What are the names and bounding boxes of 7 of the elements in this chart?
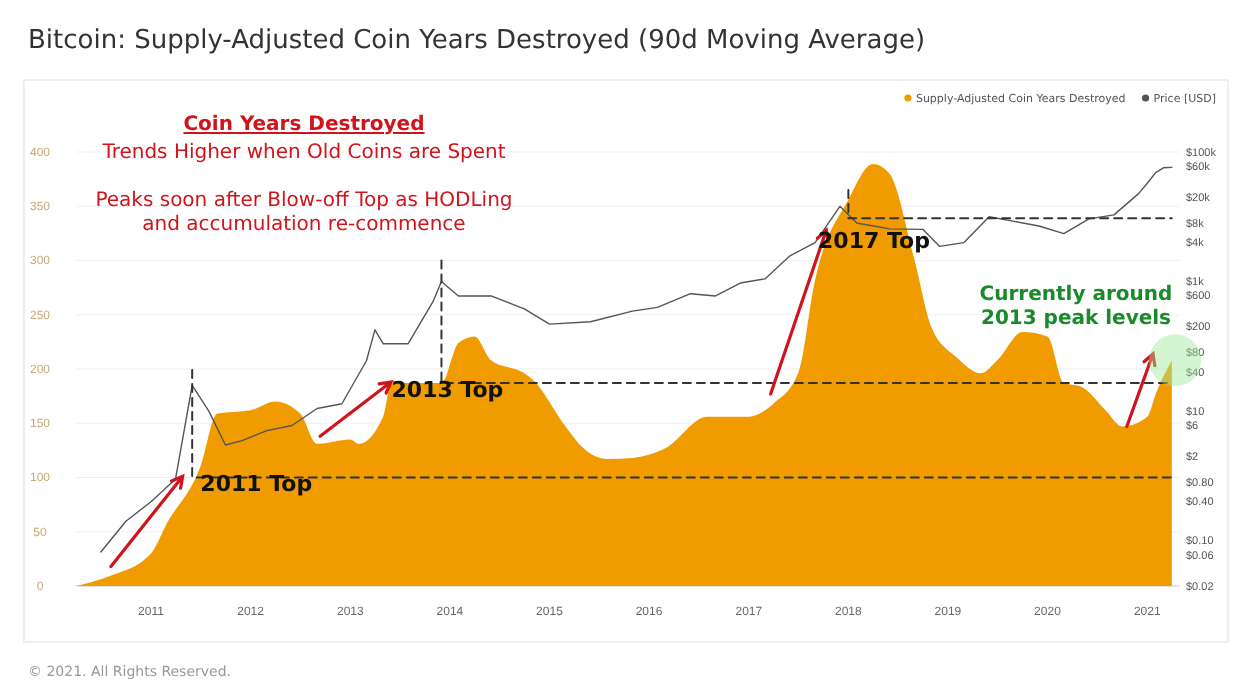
annotation: 2011 Top (200, 470, 313, 497)
annotation: Trends Higher when Old Coins are Spent (100, 142, 506, 164)
chart-title: Bitcoin: Supply-Adjusted Coin Years Destroyed (90d Moving Average) (28, 26, 926, 56)
annotation: 2013 Top (391, 377, 504, 404)
annotation: Currently around 2013 peak levels (979, 284, 1173, 330)
text: Coin Years Destroyed (183, 114, 425, 136)
annotation: Peaks soon after Blow-off Top as HODLing and accumulation re-commence (95, 190, 513, 236)
